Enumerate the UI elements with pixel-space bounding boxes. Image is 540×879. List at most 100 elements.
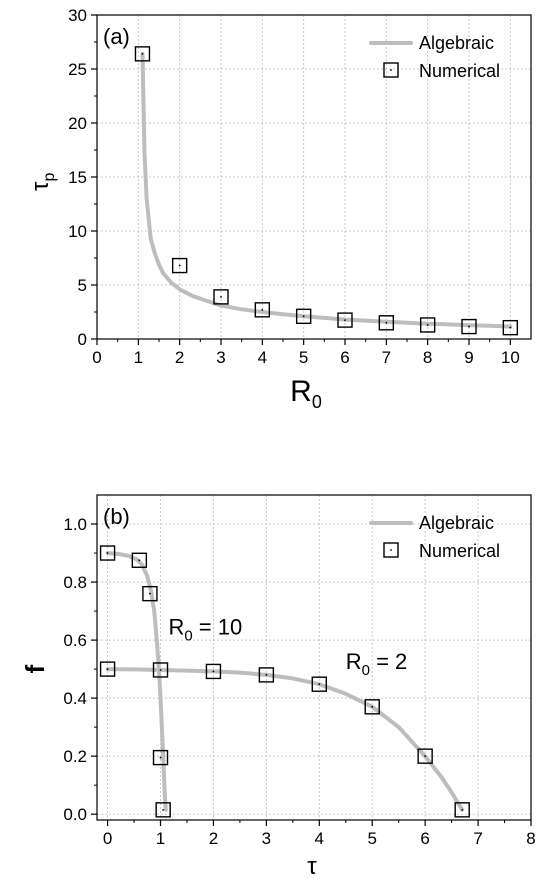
x-axis-label-sub: 0 [312, 392, 322, 412]
data-point-dot [424, 755, 427, 758]
data-point [99, 545, 116, 561]
x-tick-label: 3 [262, 829, 271, 848]
data-point-dot [461, 808, 464, 811]
series-markers [99, 661, 470, 818]
x-tick-label: 6 [340, 348, 349, 367]
y-tick-label: 15 [68, 168, 87, 187]
y-tick-label: 0 [78, 330, 87, 349]
data-point [417, 748, 433, 764]
x-tick-label: 4 [258, 348, 267, 367]
x-axis-label: R0 [290, 375, 322, 412]
y-tick-label: 1.0 [63, 515, 87, 534]
data-point [311, 676, 327, 692]
legend-label-numerical: Numerical [419, 541, 500, 561]
annotation-sub: 0 [362, 662, 370, 679]
data-point-dot [159, 756, 162, 759]
series-markers [99, 545, 171, 818]
data-point-dot [106, 668, 109, 671]
data-point [461, 318, 477, 335]
y-axis-label: f [20, 665, 50, 674]
x-tick-label: 5 [367, 829, 376, 848]
legend-label-algebraic: Algebraic [419, 33, 494, 53]
y-tick-label: 10 [68, 222, 87, 241]
y-tick-label: 0.2 [63, 747, 87, 766]
legend-marker-dot [390, 69, 392, 71]
annotation-main: R [346, 649, 362, 674]
data-point [378, 315, 395, 331]
data-point [502, 319, 519, 336]
data-point-dot [385, 321, 388, 324]
x-tick-label: 7 [382, 348, 391, 367]
data-point [205, 663, 222, 680]
data-point [254, 302, 271, 318]
data-point-dot [265, 674, 268, 676]
data-point-dot [212, 670, 215, 673]
grid [97, 495, 531, 820]
x-tick-label: 6 [420, 829, 429, 848]
x-tick-label: 2 [175, 348, 184, 367]
annotation-sub: 0 [184, 627, 192, 644]
data-point [213, 289, 229, 305]
x-tick-label: 9 [464, 348, 473, 367]
y-tick-label: 5 [78, 276, 87, 295]
y-axis-label-main: τ [27, 181, 54, 191]
x-tick-label: 5 [299, 348, 308, 367]
legend: Algebraic Numerical [369, 33, 500, 81]
grid [97, 15, 531, 339]
y-tick-label: 30 [68, 6, 87, 25]
panel-label: (a) [103, 24, 130, 49]
data-point-dot [159, 669, 162, 671]
ticks: 0 1 2 3 4 5 6 7 8 0.0 0.2 0.4 0.6 0.8 1.0 [63, 515, 535, 848]
data-point [142, 585, 158, 602]
y-axis-label: τp [27, 173, 58, 191]
data-point-dot [302, 315, 305, 318]
y-tick-label: 0.4 [63, 689, 87, 708]
data-point [152, 662, 169, 678]
x-tick-label: 8 [526, 829, 535, 848]
data-point [364, 699, 380, 715]
x-tick-label: 0 [92, 348, 101, 367]
y-tick-label: 25 [68, 60, 87, 79]
annotation-rest: = 2 [370, 649, 407, 674]
y-tick-label: 0.6 [63, 631, 87, 650]
data-point-dot [509, 326, 512, 329]
series-line [105, 551, 168, 812]
data-point [155, 802, 171, 818]
data-point-dot [344, 319, 346, 321]
x-axis-label-main: R [290, 375, 312, 408]
annotation-rest: = 10 [193, 614, 243, 639]
data-point-dot [468, 325, 470, 328]
x-tick-label: 1 [134, 348, 143, 367]
x-tick-label: 2 [209, 829, 218, 848]
series-line [140, 51, 513, 329]
x-tick-label: 4 [315, 829, 324, 848]
data-point-dot [106, 552, 109, 554]
x-tick-label: 3 [216, 348, 225, 367]
data-point-dot [318, 683, 321, 686]
x-tick-label: 7 [473, 829, 482, 848]
x-tick-label: 8 [423, 348, 432, 367]
legend-marker-swatch [383, 62, 399, 78]
legend-marker-swatch [383, 542, 399, 558]
panel-label: (b) [103, 504, 130, 529]
y-tick-label: 20 [68, 114, 87, 133]
legend: Algebraic Numerical [369, 513, 500, 561]
data-point [454, 802, 470, 818]
data-point-dot [220, 295, 222, 298]
ticks: 0 1 2 3 4 5 6 7 8 9 10 0 5 10 15 20 25 30 [68, 6, 520, 367]
x-axis-label: τ [307, 853, 317, 879]
legend-marker-dot [390, 549, 392, 551]
panel-b: 0 1 2 3 4 5 6 7 8 0.0 0.2 0.4 0.6 0.8 1.0 τ f (b) Algebrai… [20, 494, 536, 879]
data-point-dot [371, 705, 374, 708]
y-axis-label-sub: p [41, 173, 58, 182]
data-point-dot [261, 308, 264, 311]
x-tick-label: 0 [103, 829, 112, 848]
data-point [152, 749, 169, 766]
data-point-dot [149, 592, 151, 595]
data-point [171, 257, 188, 274]
data-point-dot [138, 559, 141, 562]
series-line [105, 667, 465, 812]
annotation-main: R [168, 614, 184, 639]
